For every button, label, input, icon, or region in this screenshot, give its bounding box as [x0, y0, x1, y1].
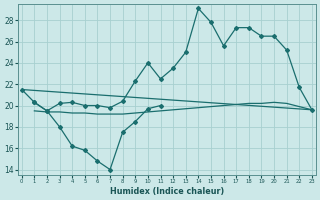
- X-axis label: Humidex (Indice chaleur): Humidex (Indice chaleur): [110, 187, 224, 196]
